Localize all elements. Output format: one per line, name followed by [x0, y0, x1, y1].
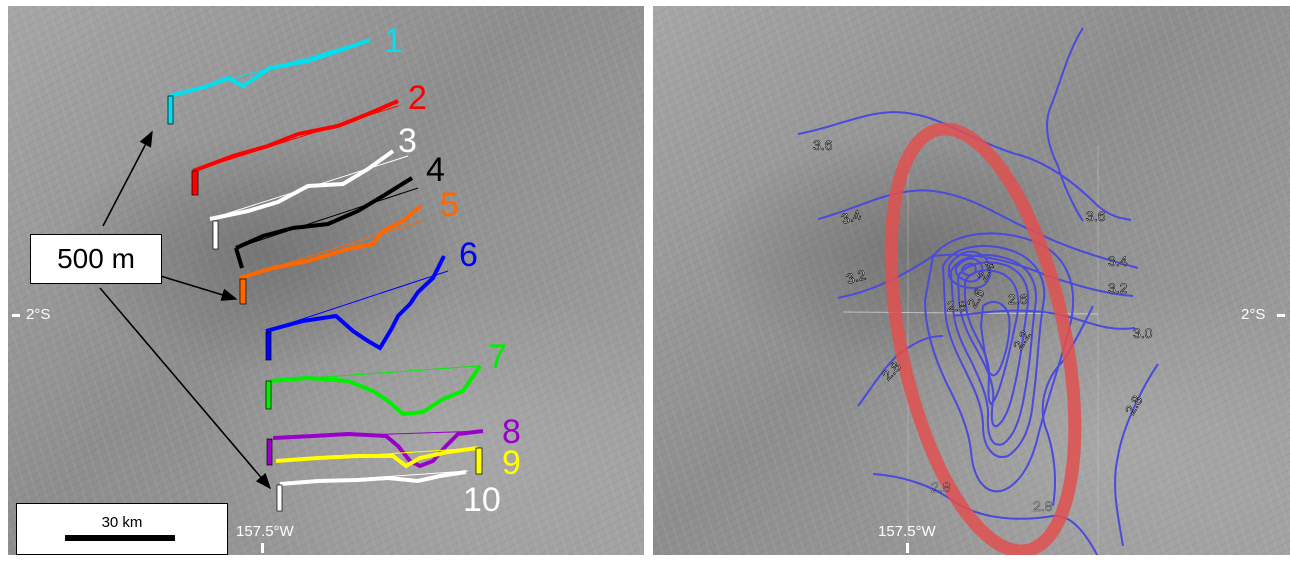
- contour-inner-5: [979, 300, 1011, 377]
- longitude-tick-left: [261, 543, 264, 553]
- contour-label-5: 2.8: [947, 298, 967, 314]
- left-map-panel: 1 2 3 4 5 6 7 8 9 10 500 m 30 km 2°S 157…: [8, 6, 644, 555]
- arrow-to-profile-10: [99, 287, 272, 490]
- contour-label-13: 3.0: [1133, 325, 1153, 341]
- profile-label-6: 6: [459, 236, 478, 274]
- contour-label-11: 3.4: [1108, 253, 1128, 269]
- contour-2-8-bottom: [872, 473, 1099, 555]
- contour-label-12: 3.2: [1108, 280, 1128, 296]
- latitude-label-right: 2°S: [1241, 306, 1266, 323]
- profile-6: [265, 255, 449, 361]
- contour-inner-4: [964, 269, 1020, 406]
- contour-3-6-left: [797, 111, 1132, 221]
- latitude-tick-right: [1277, 314, 1285, 317]
- profile-label-10: 10: [463, 481, 501, 519]
- profile-10: [276, 470, 469, 512]
- profile-label-4: 4: [426, 151, 445, 189]
- longitude-label-left: 157.5°W: [236, 523, 294, 540]
- longitude-tick-right: [906, 543, 909, 553]
- contour-east-upper: [1046, 27, 1084, 222]
- longitude-label-right: 157.5°W: [878, 523, 936, 540]
- profile-label-8: 8: [502, 413, 521, 451]
- contour-inner-1: [941, 245, 1046, 458]
- profile-1: [167, 38, 371, 125]
- arrow-to-profile-1: [102, 130, 153, 227]
- scale-bar-label: 30 km: [101, 514, 143, 531]
- contour-label-15: 2.8: [931, 479, 951, 495]
- contour-label-10: 3.6: [1086, 208, 1106, 224]
- contour-3-4-left: [817, 189, 1139, 269]
- profile-8: [266, 429, 484, 469]
- topographic-profiles-overlay: 1 2 3 4 5 6 7 8 9 10: [99, 22, 521, 519]
- profile-label-9: 9: [502, 444, 521, 482]
- contour-label-7: 2.6: [1008, 291, 1028, 307]
- arrow-to-profile-5: [153, 273, 238, 301]
- contour-inner-top-3: [961, 262, 977, 277]
- contour-inner-top-2: [955, 257, 984, 283]
- highlight-ellipse: [884, 122, 1082, 555]
- profile-label-3: 3: [398, 122, 417, 160]
- contour-label-16: 2.8: [1033, 498, 1053, 514]
- vertical-scale-label: 500 m: [57, 243, 135, 274]
- vertical-scale-box: 500 m: [30, 234, 162, 284]
- contour-label-3: 3.2: [845, 266, 868, 287]
- contour-inner-2: [949, 254, 1037, 446]
- contour-overlay: 3.6 3.4 3.2 2.4 2.8 2.6 2.6 2.2 2.8 3.6 …: [797, 27, 1159, 555]
- latitude-label-left: 2°S: [26, 306, 51, 323]
- profile-7: [265, 364, 482, 417]
- profile-label-2: 2: [408, 79, 427, 117]
- profile-9: [275, 446, 483, 475]
- contour-inner-top-1: [948, 250, 992, 289]
- profile-label-5: 5: [440, 186, 459, 224]
- scale-bar: [65, 535, 175, 541]
- profile-3: [209, 149, 409, 250]
- profile-2: [191, 99, 399, 196]
- right-map-panel: 3.6 3.4 3.2 2.4 2.8 2.6 2.6 2.2 2.8 3.6 …: [653, 6, 1290, 555]
- profile-label-7: 7: [488, 338, 507, 376]
- contour-2-8-right: [1114, 363, 1159, 547]
- latitude-tick-left: [12, 314, 20, 317]
- contour-east-lower: [1041, 305, 1094, 507]
- profile-5: [239, 204, 424, 305]
- scale-bar-box: 30 km: [16, 503, 228, 555]
- profile-4: [234, 176, 419, 269]
- contour-inner-3: [956, 261, 1030, 428]
- profile-label-1: 1: [384, 22, 403, 60]
- contour-label-1: 3.6: [813, 137, 833, 153]
- contour-label-2: 3.4: [840, 206, 863, 227]
- contour-label-14: 2.8: [1122, 392, 1146, 417]
